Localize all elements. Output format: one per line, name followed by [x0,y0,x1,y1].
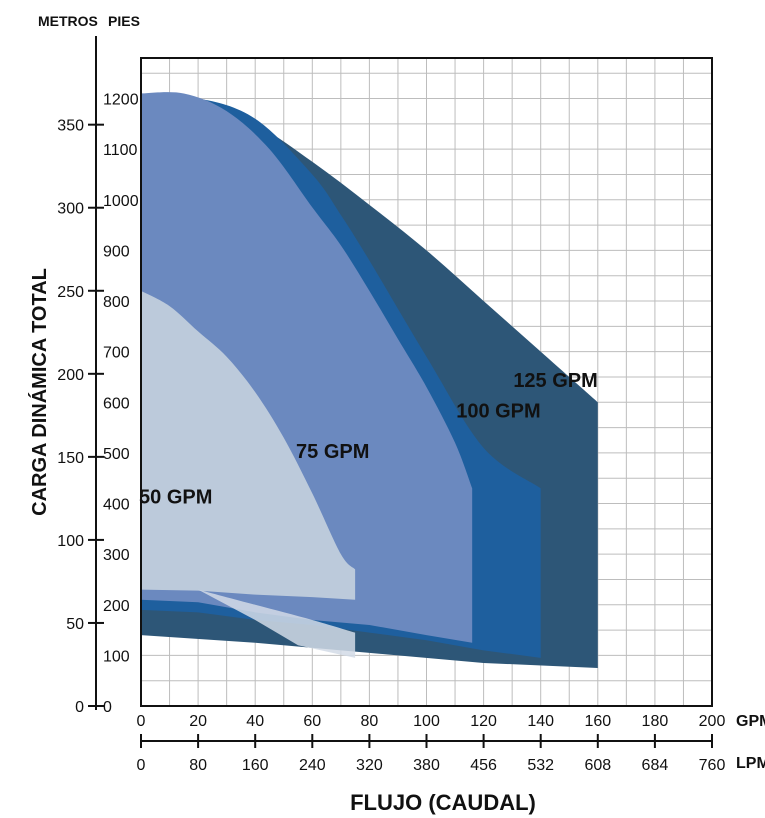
lpm-tick-label: 240 [299,757,326,774]
pies-tick-label: 0 [103,699,112,716]
pies-tick-label: 500 [103,446,130,463]
lpm-tick-label: 608 [584,757,611,774]
chart-frame [140,57,713,707]
metros-unit-label: METROS [38,13,98,29]
pies-tick-label: 1100 [103,142,138,159]
area-overlay [198,589,356,658]
pies-tick-label: 1200 [103,92,139,109]
gpm-tick-label: 200 [699,713,726,730]
gpm-tick-label: 120 [470,713,497,730]
lpm-tick-label: 80 [189,757,207,774]
pies-tick-label: 300 [103,547,130,564]
y-axis-title: CARGA DINÁMICA TOTAL [28,268,51,516]
gpm-unit-label: GPM [736,713,765,730]
gpm-tick-label: 100 [413,713,440,730]
chart-labels: METROS PIES GPM LPM FLUJO (CAUDAL) CARGA DINÁ… [28,13,765,815]
series-label-100-gpm: 100 GPM [456,400,540,422]
lpm-tick-label: 0 [137,757,146,774]
lpm-tick-label: 684 [642,757,669,774]
pies-tick-label: 600 [103,395,130,412]
pies-tick-label: 800 [103,294,130,311]
metros-tick-label: 0 [75,699,84,716]
pies-tick-label: 900 [103,243,130,260]
area-50-gpm [141,290,356,600]
pies-tick-label: 1000 [103,193,139,210]
gpm-tick-label: 140 [527,713,554,730]
metros-tick-label: 350 [57,118,84,135]
pies-unit-label: PIES [108,13,140,29]
series-label-125-gpm: 125 GPM [513,370,597,392]
chart-axes: 0501001502002503003500100200300400500600… [57,36,725,774]
series-label-50-gpm: 50 GPM [139,487,212,509]
chart-areas [141,92,598,669]
lpm-tick-label: 760 [699,757,726,774]
gpm-tick-label: 80 [361,713,379,730]
metros-tick-label: 250 [57,284,84,301]
metros-tick-label: 150 [57,450,84,467]
gpm-tick-label: 20 [189,713,207,730]
series-label-75-gpm: 75 GPM [296,441,369,463]
lpm-tick-label: 380 [413,757,440,774]
pies-tick-label: 400 [103,497,130,514]
x-axis-title: FLUJO (CAUDAL) [350,790,536,815]
gpm-tick-label: 180 [642,713,669,730]
metros-tick-label: 200 [57,367,84,384]
gpm-tick-label: 40 [246,713,264,730]
lpm-tick-label: 320 [356,757,383,774]
metros-tick-label: 300 [57,201,84,218]
gpm-tick-label: 60 [303,713,321,730]
lpm-tick-label: 160 [242,757,269,774]
pies-tick-label: 100 [103,648,130,665]
pies-tick-label: 700 [103,345,130,362]
plot-frame [140,57,713,707]
metros-tick-label: 100 [57,533,84,550]
metros-tick-label: 50 [66,616,84,633]
lpm-tick-label: 532 [527,757,554,774]
pies-tick-label: 200 [103,598,130,615]
lpm-unit-label: LPM [736,755,765,772]
gpm-tick-label: 0 [137,713,146,730]
gpm-tick-label: 160 [584,713,611,730]
lpm-tick-label: 456 [470,757,497,774]
